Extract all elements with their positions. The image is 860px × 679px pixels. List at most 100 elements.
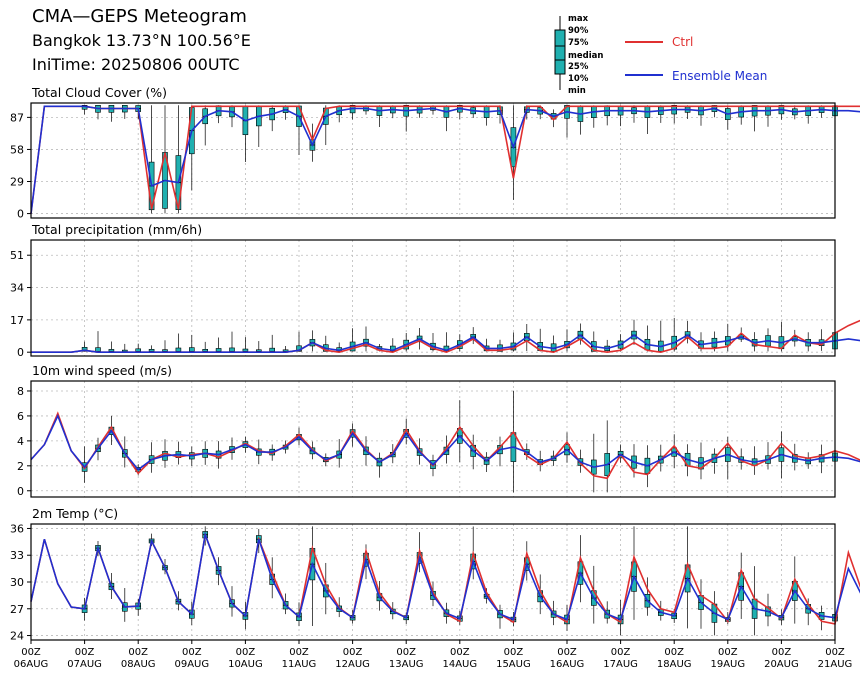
box [162,349,168,352]
x-tick-label-time: 00Z [504,647,524,658]
box-whisker [363,326,369,352]
box-whisker [604,420,611,493]
y-tick-label: 0 [17,346,24,359]
series-ctrl-line [30,411,860,480]
box-whisker [818,105,825,118]
x-tick-label-time: 00Z [21,647,41,658]
y-tick-label: 30 [10,576,24,589]
panel-3: 10m wind speed (m/s) 0 2 4 6 8 [17,363,860,498]
box-whisker [215,337,222,353]
x-axis: 00Z06AUG00Z07AUG00Z08AUG00Z09AUG00Z10AUG… [14,640,853,670]
panel-title: Total precipitation (mm/6h) [31,222,202,237]
box-whisker [175,441,182,465]
panel-1: Total Cloud Cover (%) 0 29 58 87 [10,85,860,221]
y-tick-label: 29 [10,176,24,189]
box-whisker [684,105,691,119]
box-whisker [564,432,570,463]
box-whisker [510,390,517,493]
legend-ctrl-label: Ctrl [672,35,693,49]
box-whisker [617,105,624,127]
box-whisker [631,526,637,620]
x-tick-label-date: 07AUG [67,659,102,670]
box-whisker [336,105,343,123]
x-tick-label-time: 00Z [664,647,684,658]
box-whisker [483,105,490,126]
box [122,349,128,352]
x-tick-label-time: 00Z [128,647,148,658]
box-whisker [537,328,544,352]
x-tick-label-date: 10AUG [228,659,263,670]
box-whisker [483,452,490,473]
box [81,346,88,352]
x-tick-label-date: 12AUG [335,659,370,670]
box [282,349,289,352]
x-tick-label-time: 00Z [396,647,416,658]
box-whisker [215,105,222,124]
box-whisker [738,105,745,125]
box-whisker [724,105,731,130]
x-tick-label-date: 09AUG [174,659,209,670]
box [148,349,155,352]
box-whisker [765,328,771,352]
box-whisker [443,105,450,132]
box-whisker [818,329,825,351]
box-whisker [175,333,182,353]
box-whisker [644,325,651,352]
box-whisker [604,339,611,352]
y-tick-label: 34 [10,282,24,295]
legend-box-label: median [568,51,603,61]
box-whisker [711,448,718,474]
box-whisker [309,526,316,626]
box-whisker [684,320,691,344]
x-tick-label-date: 11AUG [282,659,317,670]
box-whisker [269,334,276,353]
y-tick-label: 27 [10,603,24,616]
series-mean-line [30,413,860,471]
box-whisker [242,105,249,162]
box-whisker [564,105,570,138]
box-whisker [751,446,758,475]
series-mean-line [30,105,860,214]
box-whisker [671,105,678,124]
x-tick-label-date: 16AUG [550,659,585,670]
box-whisker [229,105,235,128]
box-whisker [255,341,262,353]
y-tick-label: 8 [17,385,24,398]
y-tick-label: 24 [10,630,24,643]
box [215,348,222,352]
box-whisker [122,105,128,119]
box-whisker [577,105,584,135]
box-whisker [349,105,356,120]
box-whisker [403,105,410,132]
box-whisker [148,442,155,473]
box-whisker [751,105,758,132]
box-whisker [376,452,383,478]
box-whisker [510,105,517,200]
x-tick-label-time: 00Z [718,647,738,658]
box-whisker [604,105,611,126]
panel-frame [30,102,836,219]
y-tick-label: 33 [10,549,24,562]
box-whisker [309,330,316,352]
legend-box-label: 90% [568,26,589,36]
x-tick-label-date: 20AUG [764,659,799,670]
x-tick-label-time: 00Z [343,647,363,658]
box-whisker [229,331,235,353]
box-whisker [778,105,785,120]
panel-frame [30,239,836,357]
box-whisker [95,331,101,353]
box-whisker [122,343,128,353]
panel-title: Total Cloud Cover (%) [31,85,167,100]
box [202,349,208,352]
panel-frame [30,523,836,641]
y-tick-label: 0 [17,485,24,498]
